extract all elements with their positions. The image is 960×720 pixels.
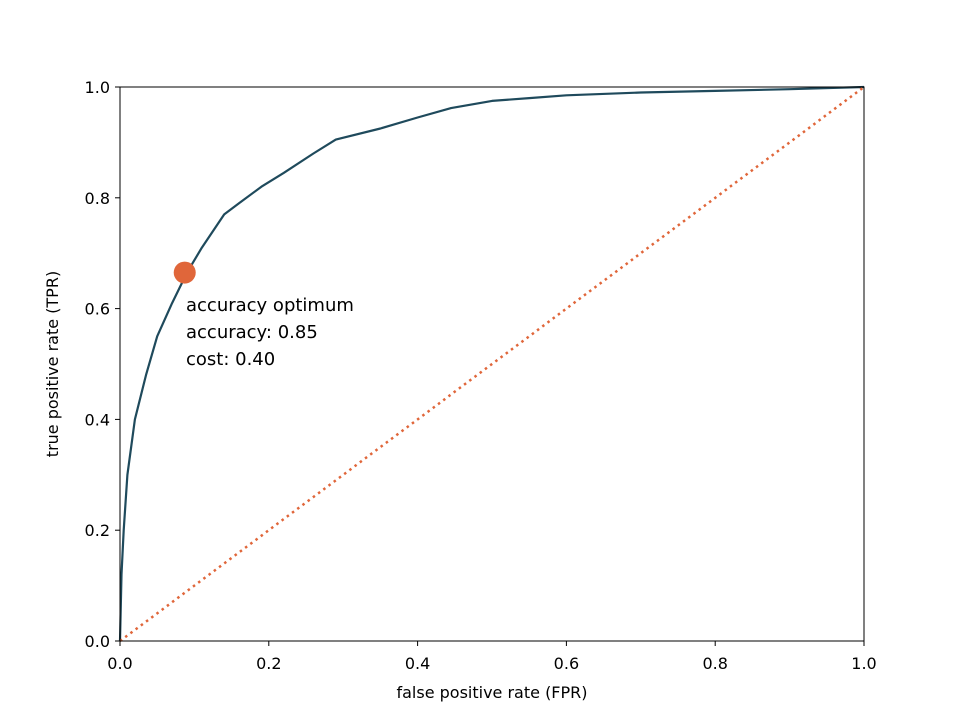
- y-tick-label: 0.4: [85, 410, 110, 429]
- annotation-text: accuracy optimum accuracy: 0.85 cost: 0.…: [186, 295, 354, 370]
- x-tick-label: 0.2: [256, 654, 281, 673]
- chance-diagonal-line: [119, 85, 865, 643]
- x-tick-label: 0.6: [554, 654, 579, 673]
- x-axis-ticks: 0.0 0.2 0.4 0.6 0.8 1.0: [107, 641, 877, 673]
- y-axis-ticks: 0.0 0.2 0.4 0.6 0.8 1.0: [85, 78, 120, 651]
- y-tick-label: 0.2: [85, 521, 110, 540]
- annotation-line-accuracy: accuracy: 0.85: [186, 322, 318, 343]
- plot-content: [118, 85, 865, 643]
- y-tick-label: 0.0: [85, 632, 110, 651]
- x-tick-label: 0.4: [405, 654, 430, 673]
- annotation-line-cost: cost: 0.40: [186, 349, 275, 370]
- annotation-line-title: accuracy optimum: [186, 295, 354, 316]
- y-axis-label: true positive rate (TPR): [43, 271, 62, 457]
- x-tick-label: 0.8: [702, 654, 727, 673]
- y-tick-label: 1.0: [85, 78, 110, 97]
- y-tick-label: 0.6: [85, 300, 110, 319]
- x-tick-label: 1.0: [851, 654, 876, 673]
- accuracy-optimum-marker: [173, 261, 196, 284]
- x-axis-label: false positive rate (FPR): [396, 683, 587, 702]
- x-tick-label: 0.0: [107, 654, 132, 673]
- y-tick-label: 0.8: [85, 189, 110, 208]
- roc-curve-line: [118, 85, 865, 642]
- plot-frame: [119, 86, 865, 642]
